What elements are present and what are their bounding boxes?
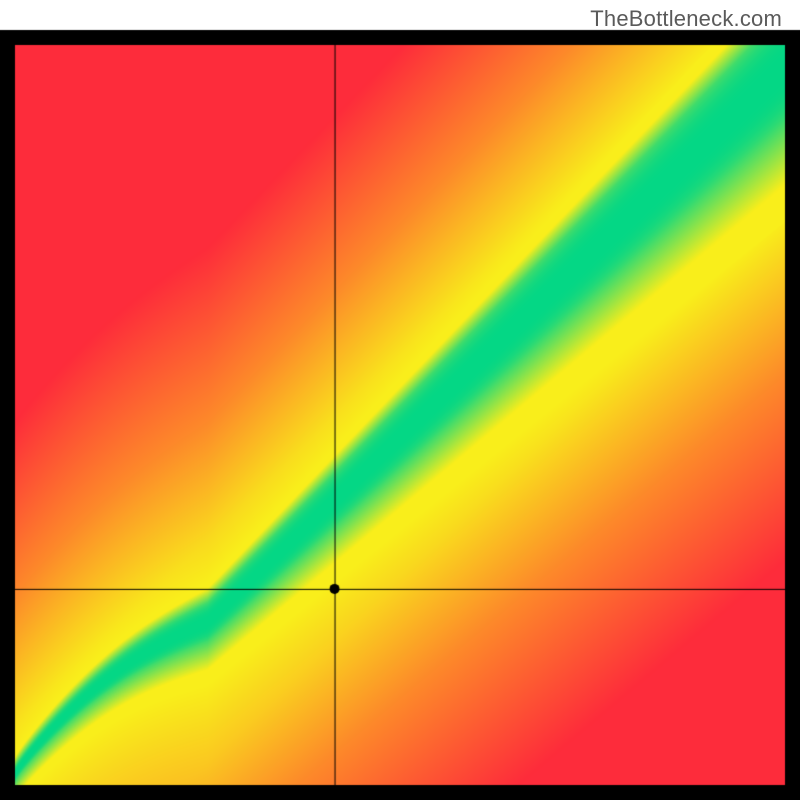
bottleneck-heatmap (0, 0, 800, 800)
watermark-text: TheBottleneck.com (590, 6, 782, 32)
bottleneck-heatmap-container: TheBottleneck.com (0, 0, 800, 800)
